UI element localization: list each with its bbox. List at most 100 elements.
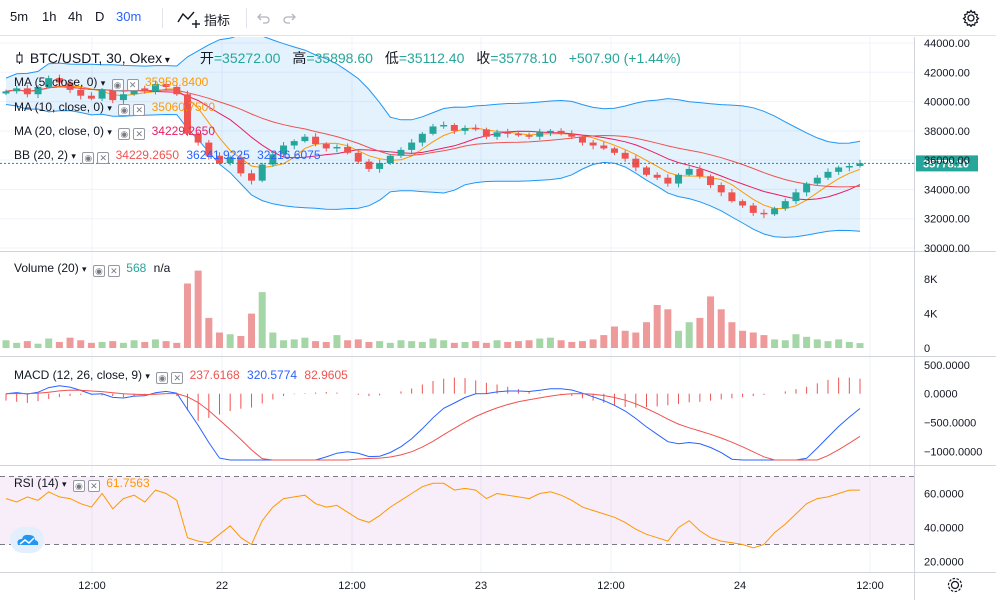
close-icon[interactable]: ✕ [126,79,139,91]
candle-body [98,89,106,99]
volume-bar [408,341,416,348]
chevron-down-icon[interactable]: ▾ [62,479,67,489]
eye-icon[interactable]: ◉ [82,152,95,164]
rsi-band [0,476,914,545]
time-axis-label: 12:00 [338,580,366,592]
eye-icon[interactable]: ◉ [118,128,131,140]
bb-upper-value: 36241.9225 [186,148,250,162]
volume-bar [386,342,394,348]
volume-bar [739,330,747,348]
candle-body [707,176,715,186]
volume-bar [813,339,821,348]
volume-bar [685,322,693,348]
volume-bar [728,322,736,348]
close-icon[interactable]: ✕ [87,480,100,492]
bb-legend: BB (20, 2) ▾ ◉ ✕ 34229.2650 36241.9225 32… [14,148,321,164]
volume-bar [376,341,384,348]
volume-bar [610,326,618,348]
candle-body [429,126,437,134]
chevron-down-icon[interactable]: ▾ [107,127,112,137]
ma5-legend: MA (5, close, 0) ▾ ◉ ✕ 35958.8400 [14,75,208,91]
candle-body [344,146,352,153]
volume-bar [151,339,159,348]
close-icon[interactable]: ✕ [171,372,184,384]
volume-bar [365,341,373,348]
interval-4h-button[interactable]: 4h [68,9,83,24]
candle-body [237,157,245,174]
rsi-axis-label: 40.0000 [924,523,964,535]
volume-bar [536,338,544,348]
eye-icon[interactable]: ◉ [111,79,124,91]
volume-bar [322,341,330,348]
chevron-down-icon[interactable]: ▾ [100,78,106,88]
price-axis-label: 44000.00 [924,38,970,50]
candle-body [66,82,74,90]
candle-icon [16,52,23,64]
candle-body [803,183,811,193]
chevron-down-icon[interactable]: ▾ [82,264,87,274]
volume-bar [696,317,704,348]
undo-icon[interactable] [255,11,271,25]
moving-averages [5,85,861,209]
rsi-label: RSI (14) [14,476,59,490]
candle-body [248,173,256,181]
interval-30m-button[interactable]: 30m [116,9,142,24]
symbol-title[interactable]: BTC/USDT, 30, Okex [29,50,163,66]
close-icon[interactable]: ✕ [107,265,120,277]
redo-icon[interactable] [282,11,298,25]
cloud-logo-icon [17,534,39,545]
chevron-down-icon[interactable]: ▾ [162,55,170,66]
volume-bar [397,340,405,348]
volume-bar [301,337,309,348]
close-icon[interactable]: ✕ [97,152,110,164]
close-icon[interactable]: ✕ [133,128,146,140]
candle-body [749,205,757,213]
chevron-down-icon[interactable]: ▾ [107,103,112,113]
indicators-button[interactable]: 指标 [176,8,230,30]
candle-body [813,177,821,184]
time-axis-label: 23 [475,580,487,592]
eye-icon[interactable]: ◉ [118,104,131,116]
chevron-down-icon[interactable]: ▾ [145,371,150,381]
gear-icon-inner [950,580,960,590]
macd-axis-label: 500.0000 [924,360,970,372]
eye-icon[interactable]: ◉ [92,265,105,277]
candle-body [824,171,832,178]
bb-lower-value: 32216.6075 [257,148,321,162]
volume-bar [600,335,608,348]
volume-bar [173,342,181,348]
interval-5m-button[interactable]: 5m [10,9,29,24]
watermark-logo-button[interactable] [10,527,44,553]
settings-gear-icon[interactable] [962,9,980,27]
candle-body [418,133,426,143]
interval-d-button[interactable]: D [95,9,105,24]
candle-body [258,164,266,181]
ma10-label: MA (10, close, 0) [14,100,105,114]
chart-canvas[interactable]: 35778.10 44000.00 42000.00 40000.00 38000.0… [0,37,996,600]
candle-body [301,136,309,142]
candle-body [183,94,191,134]
volume-bar [258,292,266,348]
close-icon[interactable]: ✕ [133,104,146,116]
interval-1h-button[interactable]: 1h [42,9,57,24]
eye-icon[interactable]: ◉ [156,372,169,384]
candle-body [461,127,469,131]
ma20-legend: MA (20, close, 0) ▾ ◉ ✕ 34229.2650 [14,124,215,140]
ma5-value: 35958.8400 [144,75,209,89]
bollinger-bands [5,37,861,238]
eye-icon[interactable]: ◉ [72,480,85,492]
volume-axis-label: 0 [924,343,930,355]
macd-signal-line [5,389,861,461]
chevron-down-icon[interactable]: ▾ [71,151,76,161]
volume-bar [290,339,298,348]
price-axis-label: 42000.00 [924,67,970,79]
candle-body [45,78,53,87]
volume-label: Volume (20) [14,261,79,275]
candle-body [557,130,565,134]
volume-bar [792,334,800,348]
volume-bar [781,340,789,348]
volume-bar [771,339,779,348]
volume-axis-label: 8K [924,274,938,286]
volume-bar [675,330,683,348]
volume-bar [141,341,149,348]
